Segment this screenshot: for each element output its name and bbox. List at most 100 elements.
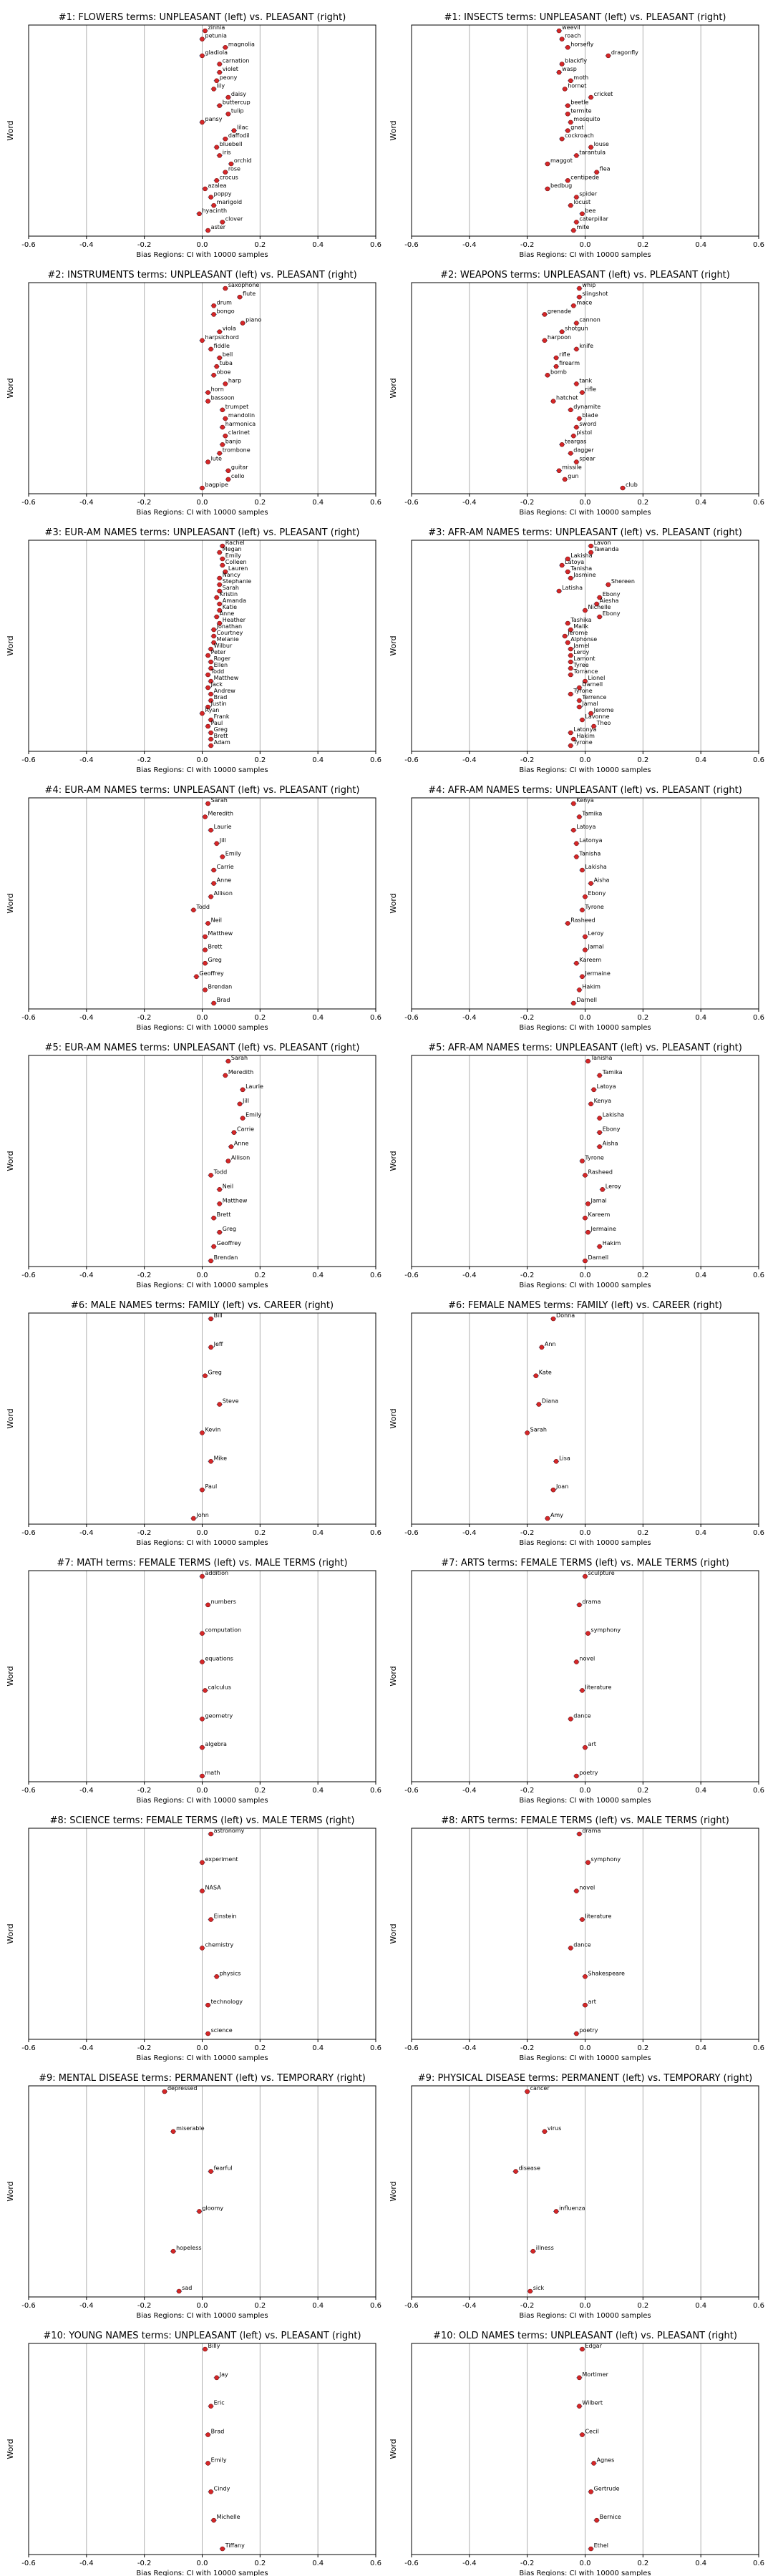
- data-point: [217, 329, 223, 334]
- data-point: [583, 1215, 588, 1221]
- x-axis-label: Bias Regions: CI with 10000 samples: [519, 509, 651, 517]
- word-label: bassoon: [211, 395, 235, 401]
- word-label: Sarah: [223, 585, 239, 591]
- data-point: [170, 2248, 176, 2254]
- word-label: Paul: [211, 720, 223, 726]
- data-point: [568, 451, 573, 456]
- y-axis-label: Word: [6, 1408, 15, 1428]
- word-label: mite: [576, 224, 589, 230]
- data-point: [565, 556, 570, 562]
- data-point: [577, 2375, 582, 2381]
- x-tick-label: -0.4: [462, 1272, 477, 1279]
- word-label: Billy: [208, 2343, 220, 2349]
- word-label: Todd: [210, 668, 225, 675]
- x-axis-label: Bias Regions: CI with 10000 samples: [519, 2570, 651, 2576]
- word-label: Kevin: [205, 1426, 221, 1433]
- word-label: Tanisha: [570, 565, 592, 572]
- x-tick-label: -0.6: [404, 1787, 419, 1795]
- data-point: [580, 211, 585, 217]
- data-point: [231, 1130, 237, 1135]
- word-label: Torrance: [573, 668, 598, 675]
- word-label: cannon: [579, 317, 600, 323]
- word-label: technology: [211, 1999, 243, 2005]
- word-label: poppy: [214, 191, 232, 197]
- x-tick-label: -0.4: [462, 499, 477, 507]
- word-label: locust: [573, 199, 590, 205]
- word-label: Latoya: [597, 1083, 616, 1090]
- data-point: [223, 170, 228, 175]
- chart-title: #10: OLD NAMES terms: UNPLEASANT (left) …: [433, 2331, 737, 2341]
- data-point: [577, 2404, 582, 2409]
- word-label: tarantula: [579, 149, 606, 155]
- word-label: Edgar: [585, 2343, 602, 2349]
- x-tick-label: 0.6: [370, 241, 381, 249]
- x-tick-label: 0.2: [254, 1787, 266, 1795]
- word-label: teargas: [565, 438, 586, 444]
- y-axis-label: Word: [6, 635, 15, 655]
- data-point: [214, 1974, 220, 1979]
- y-axis-label: Word: [389, 1151, 398, 1171]
- x-tick-label: 0.4: [312, 2560, 324, 2567]
- x-tick-label: 0.2: [254, 756, 266, 764]
- data-point: [583, 1173, 588, 1178]
- data-point: [203, 934, 208, 940]
- data-point: [220, 2546, 225, 2552]
- word-label: Leroy: [588, 930, 604, 937]
- word-label: flea: [600, 166, 611, 172]
- word-label: Bernice: [600, 2514, 621, 2520]
- x-tick-label: -0.6: [21, 1787, 36, 1795]
- data-point: [577, 1602, 582, 1608]
- data-point: [583, 1574, 588, 1579]
- word-label: Brett: [208, 944, 223, 950]
- data-point: [208, 1345, 213, 1350]
- x-tick-label: -0.4: [79, 2560, 94, 2567]
- word-label: cancer: [530, 2085, 550, 2092]
- word-label: bomb: [550, 369, 567, 375]
- word-label: Kristin: [220, 591, 238, 597]
- x-tick-label: 0.2: [637, 2302, 648, 2310]
- data-point: [217, 550, 223, 555]
- x-axis-label: Bias Regions: CI with 10000 samples: [519, 2054, 651, 2062]
- word-label: sad: [182, 2285, 192, 2291]
- data-point: [568, 407, 573, 413]
- x-tick-label: -0.6: [21, 241, 36, 249]
- word-label: Jerome: [567, 630, 588, 636]
- x-tick-label: 0.2: [254, 241, 266, 249]
- word-label: Brett: [214, 733, 228, 739]
- data-point: [568, 659, 573, 665]
- x-tick-label: -0.4: [79, 241, 94, 249]
- data-point: [217, 355, 223, 361]
- data-point: [568, 575, 573, 581]
- word-label: Shakespeare: [588, 1970, 626, 1976]
- word-label: Leroy: [606, 1183, 621, 1189]
- data-point: [205, 2031, 210, 2036]
- word-label: bagpipe: [205, 482, 228, 488]
- word-label: mace: [576, 299, 592, 306]
- word-label: Matthew: [208, 930, 233, 937]
- data-point: [568, 672, 573, 678]
- x-tick-label: 0.0: [580, 1787, 591, 1795]
- data-point: [597, 1244, 603, 1249]
- word-label: NASA: [205, 1885, 222, 1891]
- data-point: [559, 62, 565, 67]
- word-label: harpoon: [548, 334, 571, 341]
- chart-title: #4: EUR-AM NAMES terms: UNPLEASANT (left…: [45, 785, 360, 796]
- x-tick-label: 0.2: [637, 1272, 648, 1279]
- data-point: [217, 153, 223, 158]
- data-point: [237, 294, 243, 300]
- word-label: Bill: [214, 1312, 223, 1319]
- x-tick-label: 0.6: [370, 1014, 381, 1022]
- x-axis-label: Bias Regions: CI with 10000 samples: [136, 1797, 268, 1805]
- data-point: [565, 921, 570, 926]
- word-label: cricket: [594, 91, 613, 97]
- word-label: symphony: [591, 1856, 621, 1863]
- x-axis-label: Bias Regions: CI with 10000 samples: [519, 251, 651, 259]
- data-point: [220, 543, 225, 549]
- data-point: [211, 203, 216, 208]
- word-label: Geoffrey: [217, 1240, 242, 1246]
- word-label: spider: [579, 191, 597, 197]
- x-tick-label: 0.4: [695, 1272, 706, 1279]
- data-point: [208, 665, 213, 671]
- x-tick-label: 0.4: [695, 756, 706, 764]
- x-tick-label: 0.0: [580, 1529, 591, 1537]
